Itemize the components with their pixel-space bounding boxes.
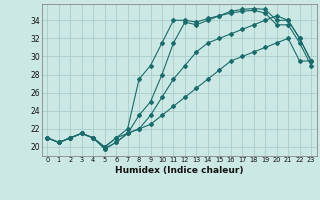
X-axis label: Humidex (Indice chaleur): Humidex (Indice chaleur)	[115, 166, 244, 175]
